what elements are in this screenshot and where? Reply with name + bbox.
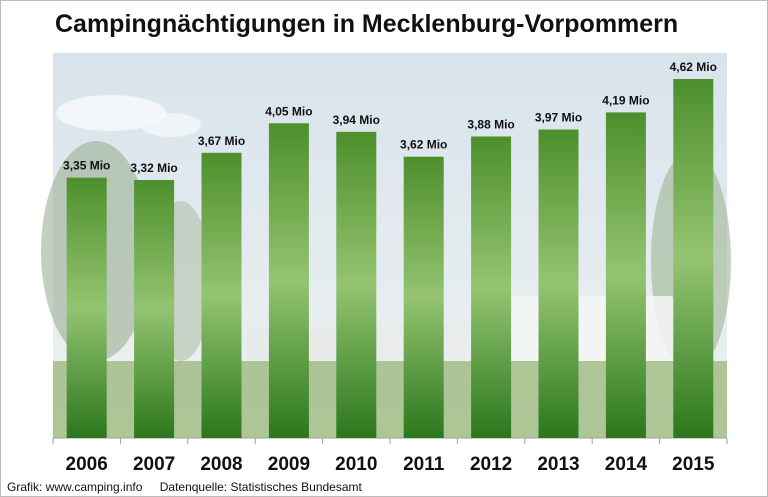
data-label-2006: 3,35 Mio: [63, 159, 110, 173]
data-label-2008: 3,67 Mio: [198, 134, 245, 148]
x-tick-label-2006: 2006: [66, 454, 108, 475]
bar-2012: [471, 136, 512, 438]
x-axis-ticks: 2006 2007 2008 2009 2010 2011 2012 2013 2014 2015: [52, 438, 728, 475]
bar-2011: [403, 156, 444, 438]
data-label-2013: 3,97 Mio: [535, 111, 582, 125]
x-tick-label-2009: 2009: [268, 454, 310, 475]
data-label-2009: 4,05 Mio: [265, 104, 312, 118]
data-label-2015: 4,62 Mio: [670, 60, 717, 74]
bar-2015: [673, 79, 714, 438]
bar-2013: [538, 129, 579, 438]
bar-2007: [134, 180, 175, 438]
bars: 3,35 Mio 3,32 Mio 3,67 Mio 4,05 Mio 3,94 Mio…: [63, 60, 717, 438]
data-label-2010: 3,94 Mio: [333, 113, 380, 127]
x-tick-label-2015: 2015: [672, 454, 715, 475]
x-tick-label-2011: 2011: [403, 454, 445, 475]
credit-text: Grafik: www.camping.info: [7, 480, 143, 494]
source-text: Datenquelle: Statistisches Bundesamt: [159, 480, 362, 494]
bar-2009: [268, 123, 309, 438]
x-tick-label-2010: 2010: [335, 454, 377, 475]
data-label-2007: 3,32 Mio: [130, 161, 177, 175]
data-label-2012: 3,88 Mio: [467, 118, 514, 132]
x-tick-label-2014: 2014: [605, 454, 648, 475]
data-label-2011: 3,62 Mio: [400, 138, 447, 152]
data-label-2014: 4,19 Mio: [602, 93, 649, 107]
footer: Grafik: www.camping.info Datenquelle: St…: [7, 480, 376, 494]
x-tick-label-2008: 2008: [200, 454, 242, 475]
bar-2014: [605, 112, 646, 438]
bar-2010: [336, 131, 377, 438]
chart-title: Campingnächtigungen in Mecklenburg-Vorpo…: [55, 10, 679, 38]
bar-2006: [66, 177, 107, 438]
x-tick-label-2012: 2012: [470, 454, 512, 475]
bar-2008: [201, 152, 242, 438]
x-tick-label-2007: 2007: [133, 454, 175, 475]
x-tick-label-2013: 2013: [537, 454, 579, 475]
